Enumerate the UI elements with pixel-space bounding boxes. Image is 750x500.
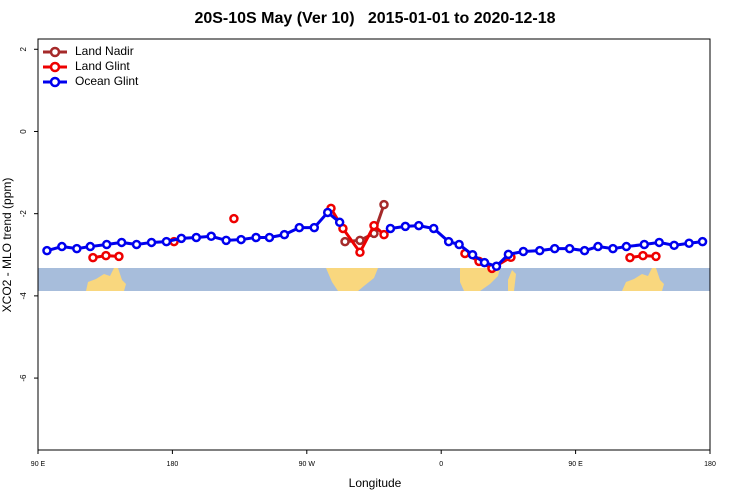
data-point <box>116 237 127 248</box>
data-point <box>608 243 618 254</box>
data-point <box>42 245 52 256</box>
data-point <box>114 251 124 262</box>
data-point <box>161 236 172 247</box>
data-point <box>621 241 632 252</box>
data-point <box>379 199 389 210</box>
data-point <box>309 222 320 233</box>
data-point <box>322 207 333 218</box>
data-point <box>264 232 275 243</box>
data-point <box>340 236 350 247</box>
legend-marker <box>49 76 61 88</box>
data-point <box>625 252 635 263</box>
land-shape <box>460 268 500 291</box>
x-tick-label: 90 E <box>31 461 46 468</box>
data-point <box>638 250 648 261</box>
data-point <box>88 252 98 263</box>
data-point <box>101 250 111 261</box>
x-axis-label: Longitude <box>349 476 402 490</box>
map-strip <box>38 268 710 291</box>
land-shape <box>508 270 516 291</box>
land-shape <box>86 268 126 291</box>
data-point <box>549 243 560 254</box>
data-point <box>131 239 142 250</box>
data-point <box>72 243 82 254</box>
data-point <box>428 223 439 234</box>
data-point <box>85 241 96 252</box>
x-tick-label: 0 <box>439 461 443 468</box>
data-point <box>369 220 379 231</box>
legend-label: Land Glint <box>75 59 130 73</box>
ocean-band <box>38 268 710 291</box>
data-point <box>385 223 396 234</box>
data-point <box>251 232 261 243</box>
x-tick-label: 90 E <box>568 461 583 468</box>
data-point <box>518 246 529 257</box>
data-point <box>651 251 661 262</box>
data-point <box>491 261 502 272</box>
series-line <box>344 204 386 244</box>
data-point <box>669 240 679 251</box>
y-tick-label: -6 <box>19 374 28 382</box>
data-point <box>101 239 112 250</box>
data-point <box>564 243 575 254</box>
data-point <box>400 221 411 232</box>
x-tick-label: 90 W <box>299 461 316 468</box>
data-point <box>535 245 545 256</box>
y-tick-label: -2 <box>19 210 28 218</box>
plot-frame <box>37 38 711 451</box>
land-shape <box>622 268 664 291</box>
data-point <box>176 233 187 244</box>
data-point <box>639 239 650 250</box>
data-point <box>355 247 365 258</box>
x-tick-label: 180 <box>167 461 179 468</box>
legend-label: Ocean Glint <box>75 74 139 88</box>
data-point <box>236 234 246 245</box>
data-point <box>57 241 67 252</box>
series <box>42 207 708 272</box>
series-line <box>46 210 703 268</box>
data-point <box>454 239 464 250</box>
data-point <box>414 220 424 231</box>
data-point <box>503 249 514 260</box>
data-point <box>443 236 454 247</box>
x-tick-label: 180 <box>704 461 716 468</box>
data-point <box>191 232 202 243</box>
legend-label: Land Nadir <box>75 44 134 58</box>
data-point <box>684 238 694 249</box>
data-point <box>146 237 157 248</box>
y-axis-label: XCO2 - MLO trend (ppm) <box>0 178 14 313</box>
data-point <box>479 257 490 268</box>
data-point <box>593 241 603 252</box>
data-point <box>697 236 708 247</box>
data-point <box>294 222 305 233</box>
land-shape <box>326 268 378 291</box>
y-tick-label: 0 <box>19 129 28 134</box>
data-point <box>579 245 590 256</box>
data-point <box>467 250 478 260</box>
legend-marker <box>49 61 61 73</box>
data-point <box>379 229 389 240</box>
data-point <box>355 235 365 246</box>
data-point <box>206 231 216 242</box>
chart-title: 20S-10S May (Ver 10) 2015-01-01 to 2020-… <box>194 10 555 27</box>
data-point <box>229 213 239 224</box>
data-point <box>654 237 664 248</box>
data-point <box>279 229 290 240</box>
y-tick-label: -4 <box>19 292 28 300</box>
data-point <box>221 235 231 246</box>
data-point <box>334 217 345 228</box>
y-tick-label: 2 <box>19 47 28 52</box>
legend-marker <box>49 46 61 58</box>
